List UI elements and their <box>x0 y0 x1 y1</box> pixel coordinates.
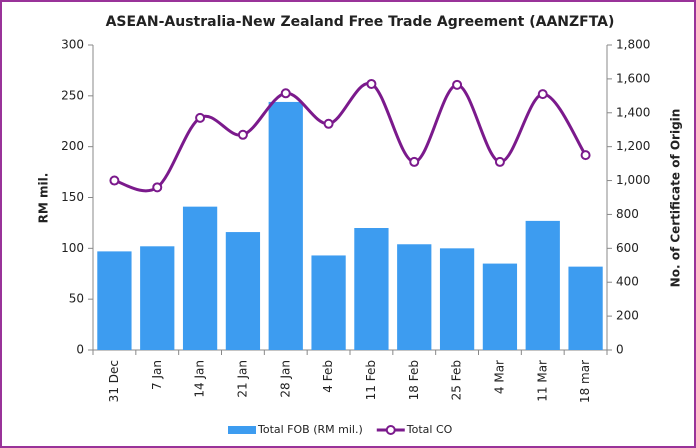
bar <box>397 244 432 350</box>
bar <box>182 206 218 350</box>
y2-tick-label: 1,800 <box>616 38 650 52</box>
y-tick-label: 200 <box>61 139 84 153</box>
bar <box>225 232 261 350</box>
line-marker <box>366 78 377 89</box>
legend-item: Total CO <box>376 423 453 436</box>
bar <box>140 246 175 350</box>
x-tick-label: 25 Feb <box>450 360 464 400</box>
y2-tick-label: 200 <box>616 309 639 323</box>
line-marker <box>109 175 120 186</box>
x-tick-label: 18 mar <box>578 360 592 403</box>
x-tick-label: 11 Feb <box>364 360 378 400</box>
y2-tick-label: 1,400 <box>616 105 650 119</box>
x-tick-label: 31 Dec <box>107 360 121 402</box>
x-tick-label: 11 Mar <box>535 360 549 402</box>
y2-axis-title: No. of Certificate of Origin <box>669 109 683 288</box>
y2-tick-label: 1,000 <box>616 173 650 187</box>
x-tick-label: 7 Jan <box>150 360 164 390</box>
legend-item: Total FOB (RM mil.) <box>228 423 363 436</box>
x-tick-label: 4 Mar <box>492 360 506 394</box>
bar <box>268 101 303 350</box>
line-marker <box>280 88 291 99</box>
legend-swatch <box>228 426 256 434</box>
bar <box>311 255 346 350</box>
legend-label: Total CO <box>406 423 453 436</box>
y-tick-label: 50 <box>69 292 84 306</box>
line-marker <box>152 182 163 193</box>
y-tick-label: 300 <box>61 38 84 52</box>
x-tick-label: 28 Jan <box>278 360 292 398</box>
y2-tick-label: 1,600 <box>616 71 650 85</box>
x-tick-label: 14 Jan <box>193 360 207 398</box>
line-marker <box>580 150 591 161</box>
chart-title: ASEAN-Australia-New Zealand Free Trade A… <box>106 14 615 30</box>
x-tick-label: 21 Jan <box>235 360 249 398</box>
line-marker <box>323 118 334 129</box>
y2-tick-label: 0 <box>616 343 624 357</box>
line-marker <box>537 89 548 100</box>
legend-marker <box>385 425 396 435</box>
line-marker <box>237 129 248 140</box>
bar <box>97 251 132 350</box>
bar <box>439 248 475 350</box>
bar <box>482 263 518 350</box>
y2-tick-label: 600 <box>616 241 639 255</box>
line-marker <box>452 79 463 90</box>
line-marker <box>494 156 505 167</box>
y-tick-label: 100 <box>61 241 84 255</box>
y-axis-title: RM mil. <box>37 173 51 224</box>
bar <box>354 228 389 350</box>
y2-tick-label: 1,200 <box>616 139 650 153</box>
bar <box>525 220 560 350</box>
y-tick-label: 250 <box>61 88 84 102</box>
y-tick-label: 150 <box>61 190 84 204</box>
y-tick-label: 0 <box>76 343 84 357</box>
line-marker <box>195 112 206 123</box>
line-marker <box>409 156 420 167</box>
legend-label: Total FOB (RM mil.) <box>257 423 363 436</box>
x-tick-label: 18 Feb <box>407 360 421 400</box>
bar <box>568 266 603 350</box>
x-tick-label: 4 Feb <box>321 360 335 393</box>
y2-tick-label: 800 <box>616 207 639 221</box>
y2-tick-label: 400 <box>616 275 639 289</box>
